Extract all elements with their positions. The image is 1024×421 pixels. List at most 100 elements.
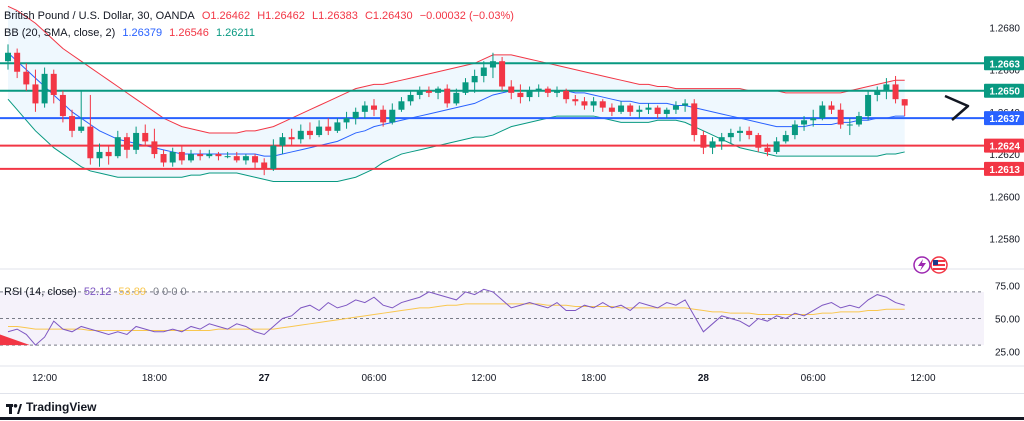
price-tag-label: 1.2624 xyxy=(989,142,1020,153)
candle-down xyxy=(599,101,606,108)
candle-up xyxy=(352,111,359,119)
candle-down xyxy=(160,154,167,163)
candle-up xyxy=(801,120,808,125)
candle-down xyxy=(23,71,30,85)
ohlc-high: H1.26462 xyxy=(257,10,305,22)
candle-down xyxy=(508,86,515,93)
chart-canvas[interactable]: 1.26801.26601.26401.26201.26001.25801.26… xyxy=(0,0,1024,393)
candle-up xyxy=(855,116,862,125)
candle-down xyxy=(123,137,130,150)
candle-up xyxy=(343,118,350,123)
candle-up xyxy=(810,118,817,121)
ohlc-low: L1.26383 xyxy=(311,10,358,22)
price-tag-label: 1.2663 xyxy=(989,59,1020,70)
candle-down xyxy=(608,107,615,112)
time-tick-label: 12:00 xyxy=(32,373,57,384)
candle-up xyxy=(224,156,231,158)
candle-down xyxy=(87,126,94,159)
candle-up xyxy=(865,94,872,117)
time-tick-label: 06:00 xyxy=(361,373,386,384)
candle-down xyxy=(380,109,387,123)
candle-down xyxy=(581,101,588,106)
candle-up xyxy=(462,82,469,93)
candle-down xyxy=(755,135,762,148)
candle-up xyxy=(682,103,689,106)
candle-up xyxy=(782,135,789,142)
symbol-title: British Pound / U.S. Dollar, 30, OANDA xyxy=(4,10,195,22)
price-tick-label: 1.2660 xyxy=(989,66,1020,77)
candle-down xyxy=(572,99,579,102)
candle-down xyxy=(197,154,204,157)
candle-down xyxy=(627,105,634,112)
candle-down xyxy=(325,126,332,131)
candle-up xyxy=(114,137,121,157)
candle-down xyxy=(425,90,432,93)
candle-up xyxy=(96,151,103,159)
candle-up xyxy=(554,90,560,93)
candle-down xyxy=(32,84,39,104)
candle-up xyxy=(398,101,405,110)
candle-up xyxy=(5,52,11,62)
candle-up xyxy=(471,75,478,83)
candle-down xyxy=(261,162,268,169)
candle-up xyxy=(672,105,679,110)
candle-up xyxy=(188,154,194,161)
price-tag-box xyxy=(984,111,1024,126)
candle-up xyxy=(618,105,625,112)
rsi-label: RSI (14, close) xyxy=(4,286,77,298)
bb-label: BB (20, SMA, close, 2) xyxy=(4,27,116,39)
candle-up xyxy=(133,132,140,150)
candle-down xyxy=(371,105,377,110)
price-tick-label: 1.2600 xyxy=(989,192,1020,203)
us-flag-icon xyxy=(930,256,948,274)
price-tick-label: 1.2620 xyxy=(989,150,1020,161)
candle-up xyxy=(389,109,396,123)
time-tick-label: 12:00 xyxy=(910,373,935,384)
candle-up xyxy=(297,130,304,140)
symbol-legend: British Pound / U.S. Dollar, 30, OANDA O… xyxy=(4,10,518,22)
candle-down xyxy=(746,130,753,136)
candle-up xyxy=(645,107,652,110)
candle-down xyxy=(69,116,76,131)
candle-up xyxy=(453,92,460,104)
time-tick-label: 27 xyxy=(259,373,271,384)
candle-down xyxy=(59,94,66,117)
candle-down xyxy=(499,61,506,87)
candle-down xyxy=(151,141,158,155)
bb-basis-line xyxy=(7,52,905,157)
candle-down xyxy=(444,88,451,104)
rsi-ma-line xyxy=(8,303,905,331)
candle-up xyxy=(279,137,286,146)
candle-up xyxy=(78,126,85,131)
tradingview-logo[interactable]: TradingView xyxy=(6,400,96,414)
rsi-value: 52.12 xyxy=(83,286,112,298)
candle-down xyxy=(837,109,844,125)
candle-down xyxy=(50,73,57,95)
candle-up xyxy=(334,122,341,131)
price-change: −0.00032 (−0.03%) xyxy=(419,10,514,22)
candle-up xyxy=(636,109,643,112)
bb-legend: BB (20, SMA, close, 2) 1.26379 1.26546 1… xyxy=(4,27,259,39)
bottom-border xyxy=(0,417,1024,420)
rsi-tick-label: 50.00 xyxy=(995,315,1020,326)
tradingview-logo-text: TradingView xyxy=(26,400,97,414)
rsi-line xyxy=(7,288,905,346)
candle-down xyxy=(654,107,661,114)
candle-down xyxy=(306,130,313,136)
price-tick-label: 1.2680 xyxy=(989,23,1020,34)
candle-up xyxy=(270,145,277,169)
candle-up xyxy=(819,105,826,119)
ohlc-close: C1.26430 xyxy=(364,10,413,22)
candle-down xyxy=(252,156,259,163)
candle-down xyxy=(563,90,570,100)
candle-up xyxy=(883,84,890,91)
candle-up xyxy=(874,90,881,95)
candle-up xyxy=(590,101,597,106)
bb-lower-line xyxy=(7,98,905,182)
time-tick-label: 28 xyxy=(698,373,710,384)
candle-up xyxy=(773,141,780,152)
price-tag-box xyxy=(984,161,1024,176)
candle-down xyxy=(215,154,222,157)
candle-down xyxy=(691,103,698,136)
time-tick-label: 18:00 xyxy=(581,373,606,384)
